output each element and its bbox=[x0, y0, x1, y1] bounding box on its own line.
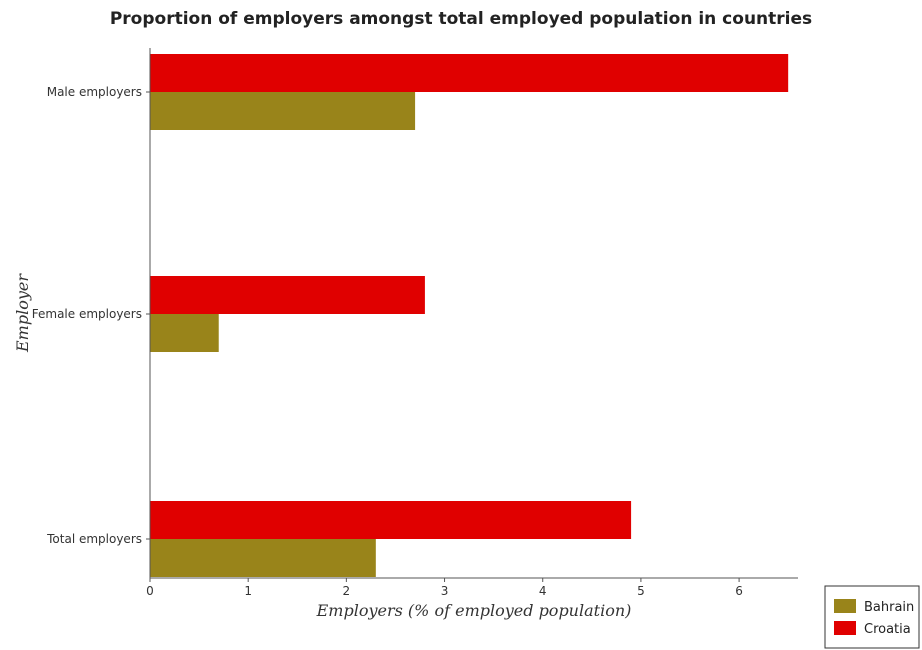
y-tick-label: Total employers bbox=[46, 532, 142, 546]
legend: Bahrain Croatia bbox=[824, 585, 920, 649]
y-tick-label: Male employers bbox=[47, 85, 142, 99]
bar-croatia-female-employers bbox=[150, 276, 425, 314]
legend-label-bahrain: Bahrain bbox=[864, 600, 914, 615]
legend-box bbox=[824, 585, 920, 649]
bar-bahrain-female-employers bbox=[150, 314, 219, 352]
bar-bahrain-male-employers bbox=[150, 92, 416, 130]
x-tick-label: 0 bbox=[146, 584, 154, 598]
x-tick-label: 3 bbox=[441, 584, 449, 598]
plot-area bbox=[150, 54, 789, 577]
x-axis-label: Employers (% of employed population) bbox=[316, 601, 632, 620]
x-tick-label: 1 bbox=[244, 584, 252, 598]
x-tick-label: 2 bbox=[343, 584, 351, 598]
bar-croatia-male-employers bbox=[150, 54, 789, 92]
y-ticks: Total employers Female employers Male empl… bbox=[32, 85, 150, 546]
bar-croatia-total-employers bbox=[150, 501, 632, 539]
y-tick-label: Female employers bbox=[32, 307, 142, 321]
legend-swatch-croatia bbox=[834, 621, 856, 635]
legend-label-croatia: Croatia bbox=[864, 622, 911, 637]
x-tick-label: 6 bbox=[735, 584, 743, 598]
legend-swatch-bahrain bbox=[834, 599, 856, 613]
chart-title: Proportion of employers amongst total em… bbox=[110, 9, 812, 29]
x-tick-label: 5 bbox=[637, 584, 645, 598]
x-ticks: 0 1 2 3 4 5 6 bbox=[146, 578, 743, 598]
x-tick-label: 4 bbox=[539, 584, 547, 598]
y-axis-label: Employer bbox=[13, 273, 32, 353]
bar-bahrain-total-employers bbox=[150, 539, 376, 577]
